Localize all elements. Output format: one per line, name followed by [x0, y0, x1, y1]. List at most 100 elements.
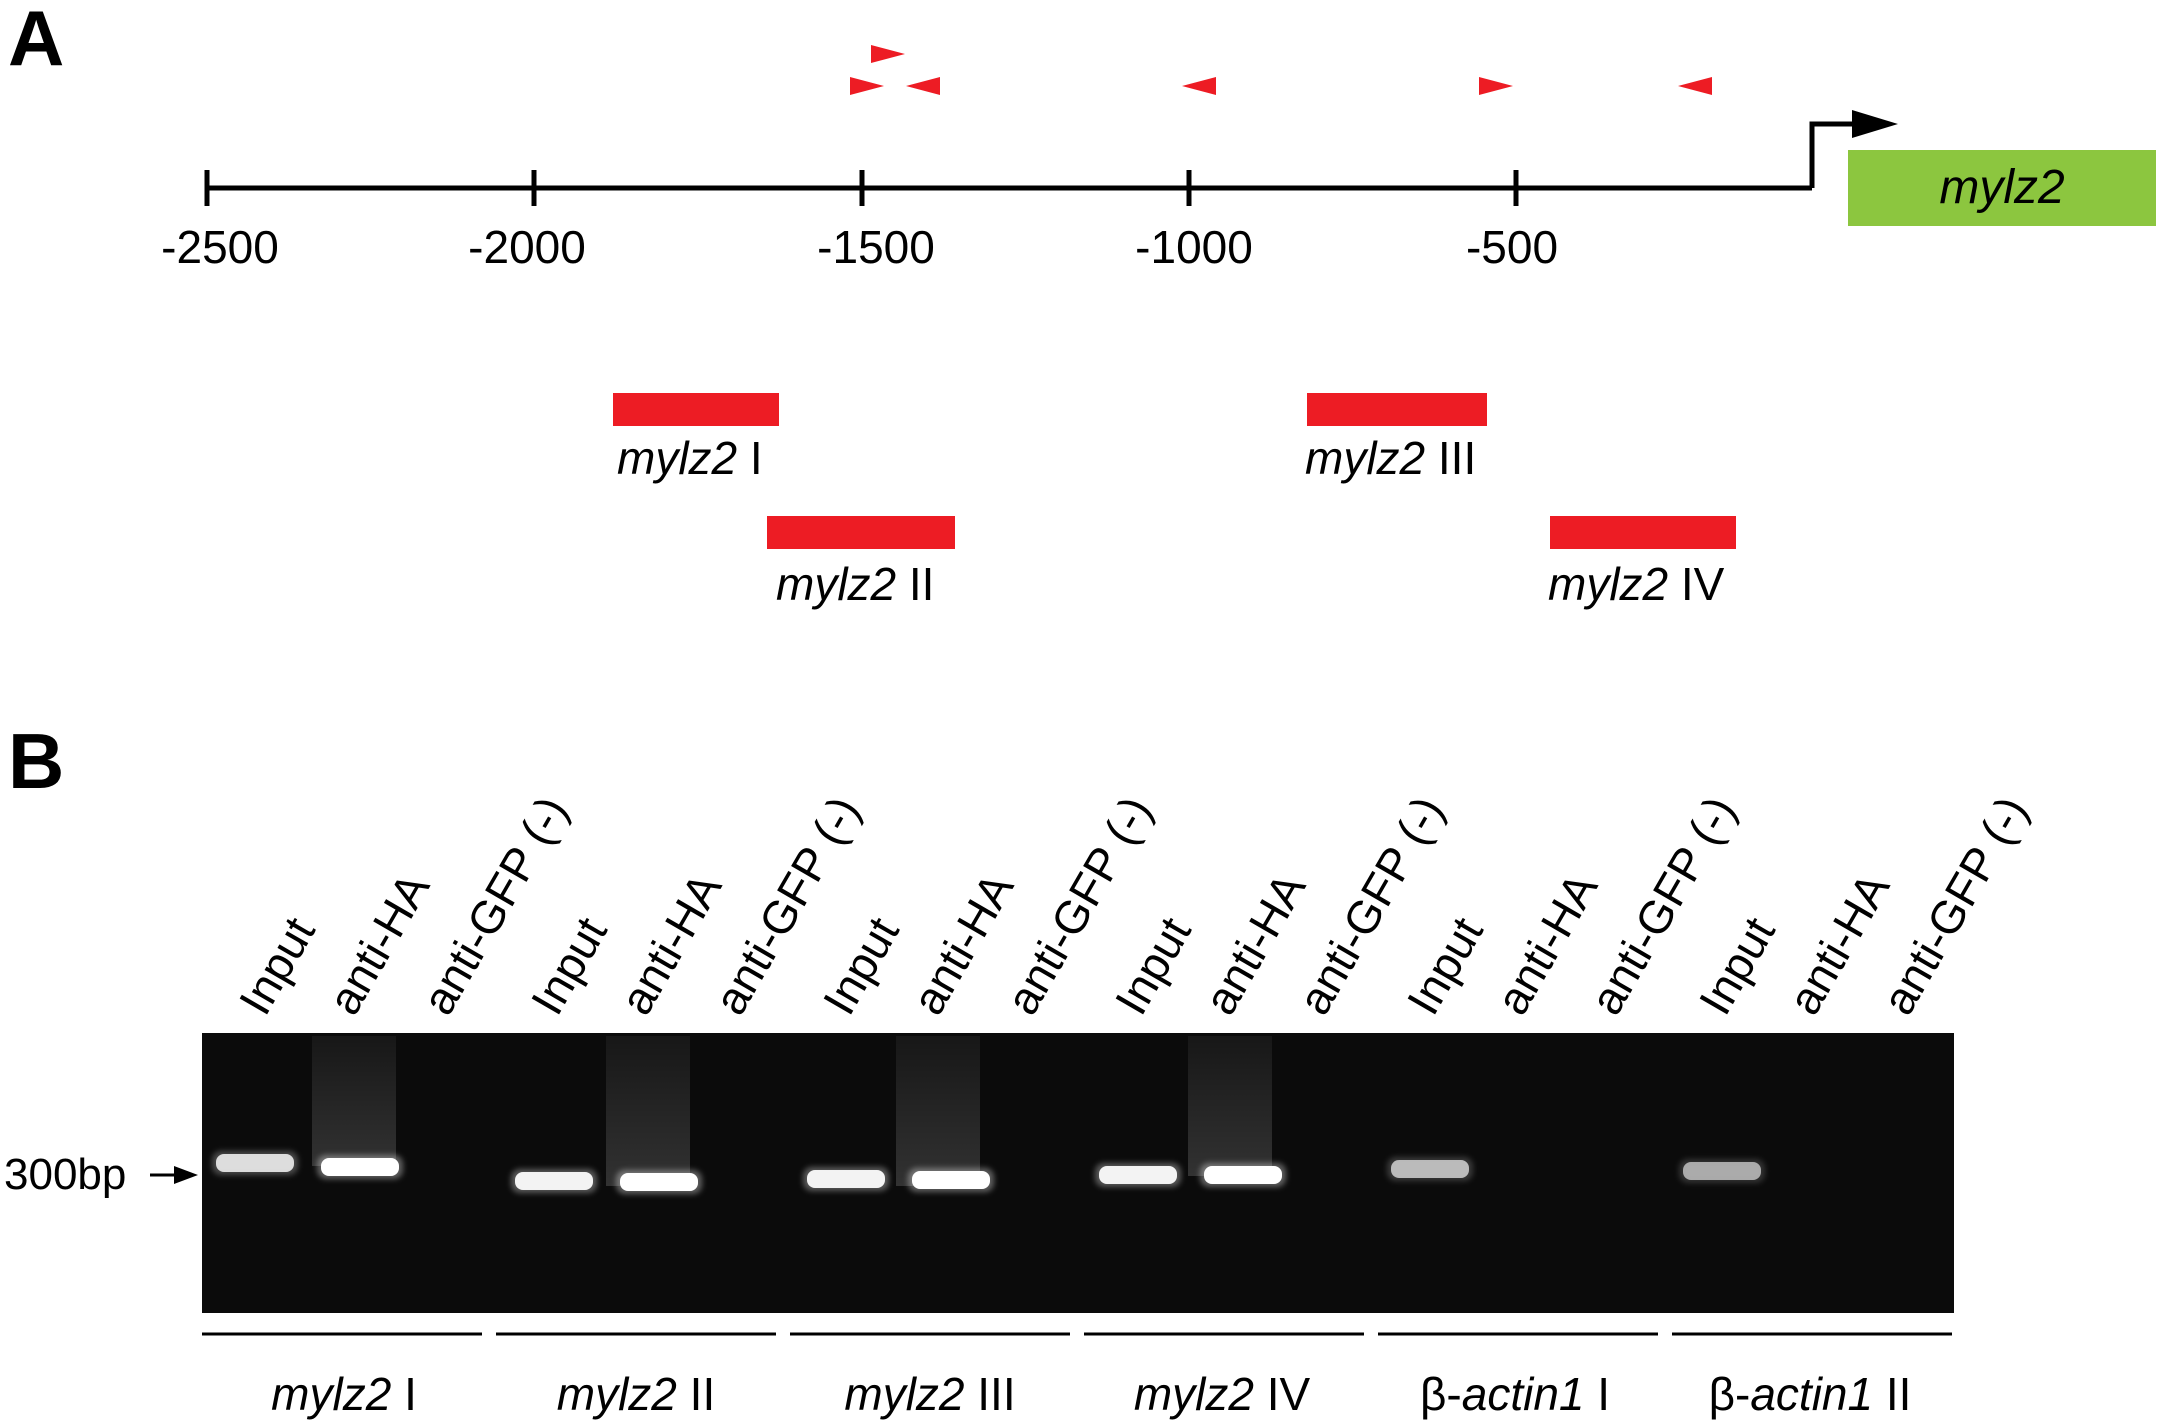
fragment-label-gene: mylz2 — [1548, 558, 1668, 610]
panel-b-letter: B — [8, 717, 64, 805]
group-label-numeral: III — [977, 1368, 1015, 1420]
primer-forward-arrow — [850, 77, 884, 95]
fragment-label-2: mylz2 II — [776, 558, 934, 610]
group-label-space — [1584, 1368, 1597, 1420]
group-label-gene: mylz2 — [557, 1368, 677, 1420]
size-marker-label: 300bp — [4, 1150, 126, 1199]
fragment-label-3: mylz2 III — [1305, 432, 1476, 484]
lane-label: Input — [1689, 908, 1785, 1023]
axis-tick-labels: -2500 -2000 -1500 -1000 -500 — [161, 221, 1558, 273]
gene-box — [1848, 150, 2156, 226]
group-label-space — [391, 1368, 404, 1420]
axis-tick-label: -2000 — [468, 221, 586, 273]
gel-band — [515, 1172, 593, 1190]
lane-label: Input — [229, 908, 325, 1023]
axis-tick-label: -1000 — [1135, 221, 1253, 273]
group-label-prefix: β- — [1420, 1368, 1462, 1420]
group-label-numeral: IV — [1267, 1368, 1311, 1420]
fragment-bar-3 — [1307, 393, 1487, 426]
group-label-gene: mylz2 — [271, 1368, 391, 1420]
lane-smear — [896, 1036, 980, 1186]
lane-label: Input — [813, 908, 909, 1023]
lane-smear — [312, 1036, 396, 1166]
lane-smear — [1188, 1036, 1272, 1176]
transcription-start-arrow — [1809, 110, 1898, 188]
fragment-label-gene: mylz2 — [1305, 432, 1425, 484]
lane-label: Input — [1397, 908, 1493, 1023]
group-label: mylz2 III — [844, 1368, 1015, 1420]
fragment-label-numeral: I — [750, 432, 763, 484]
lane-label: Input — [521, 908, 617, 1023]
gel-band — [912, 1171, 990, 1189]
fragment-label-1: mylz2 I — [617, 432, 763, 484]
lane-smear — [606, 1036, 690, 1186]
group-labels: mylz2 I mylz2 II mylz2 III mylz2 IV β-ac… — [271, 1368, 1911, 1420]
fragment-bar-2 — [767, 516, 955, 549]
group-label-space — [965, 1368, 978, 1420]
fragment-label-gene: mylz2 — [776, 558, 896, 610]
primer-reverse-arrow — [1678, 77, 1712, 95]
panel-a: A -2500 -2000 -1500 -1000 -500 — [8, 0, 2156, 610]
group-label-numeral: I — [1597, 1368, 1610, 1420]
primer-forward-arrow — [871, 45, 905, 63]
group-label-gene: actin1 — [1750, 1368, 1873, 1420]
gel-image — [202, 1033, 1954, 1313]
fragment-label-space — [737, 432, 750, 484]
group-label: β-actin1 II — [1709, 1368, 1912, 1420]
axis-tick-label: -2500 — [161, 221, 279, 273]
gel-smears — [312, 1036, 1272, 1186]
group-label: mylz2 IV — [1134, 1368, 1311, 1420]
panel-b: B Input anti-HA anti-GFP (-) Input anti-… — [4, 717, 2038, 1420]
group-label-space — [677, 1368, 690, 1420]
fragment-label-space — [1668, 558, 1681, 610]
group-label: mylz2 II — [557, 1368, 715, 1420]
group-label-gene: actin1 — [1462, 1368, 1585, 1420]
primer-arrows — [850, 45, 1712, 95]
group-label-gene: mylz2 — [1134, 1368, 1254, 1420]
fragment-bars — [613, 393, 1736, 549]
axis-ticks — [204, 170, 1519, 206]
fragment-label-numeral: III — [1438, 432, 1476, 484]
fragment-label-space — [1425, 432, 1438, 484]
group-label-space — [1254, 1368, 1267, 1420]
group-label-prefix: β- — [1709, 1368, 1751, 1420]
group-label-gene: mylz2 — [844, 1368, 964, 1420]
size-marker-arrowhead-icon — [174, 1166, 198, 1184]
primer-reverse-arrow — [906, 77, 940, 95]
fragment-bar-1 — [613, 393, 779, 426]
primer-forward-arrow — [1479, 77, 1513, 95]
group-label-numeral: I — [404, 1368, 417, 1420]
primer-reverse-arrow — [1182, 77, 1216, 95]
fragment-label-4: mylz2 IV — [1548, 558, 1725, 610]
axis-tick-label: -1500 — [817, 221, 935, 273]
gel-band — [216, 1154, 294, 1172]
gel-band — [620, 1173, 698, 1191]
fragment-label-numeral: IV — [1681, 558, 1725, 610]
group-label-numeral: II — [1886, 1368, 1912, 1420]
gel-bands — [212, 1151, 1765, 1194]
fragment-bar-4 — [1550, 516, 1736, 549]
gel-band — [1391, 1160, 1469, 1178]
group-label-numeral: II — [690, 1368, 716, 1420]
axis-tick-label: -500 — [1466, 221, 1558, 273]
fragment-label-space — [896, 558, 909, 610]
lane-labels: Input anti-HA anti-GFP (-) Input anti-HA… — [229, 787, 2038, 1023]
gel-band — [321, 1158, 399, 1176]
fragment-labels: mylz2 I mylz2 II mylz2 III mylz2 IV — [617, 432, 1725, 610]
group-label: mylz2 I — [271, 1368, 417, 1420]
gel-band — [1099, 1166, 1177, 1184]
gel-band — [1683, 1162, 1761, 1180]
tss-arrow-line — [1809, 121, 1858, 188]
panel-a-letter: A — [8, 0, 64, 82]
fragment-label-numeral: II — [909, 558, 935, 610]
group-label-space — [1873, 1368, 1886, 1420]
tss-arrowhead-icon — [1852, 110, 1898, 138]
gene-label: mylz2 — [1939, 161, 2064, 214]
gel-band — [807, 1170, 885, 1188]
gel-band — [1204, 1166, 1282, 1184]
fragment-label-gene: mylz2 — [617, 432, 737, 484]
group-label: β-actin1 I — [1420, 1368, 1610, 1420]
lane-label: Input — [1105, 908, 1201, 1023]
lane-label: anti-GFP (-) — [1872, 787, 2038, 1023]
